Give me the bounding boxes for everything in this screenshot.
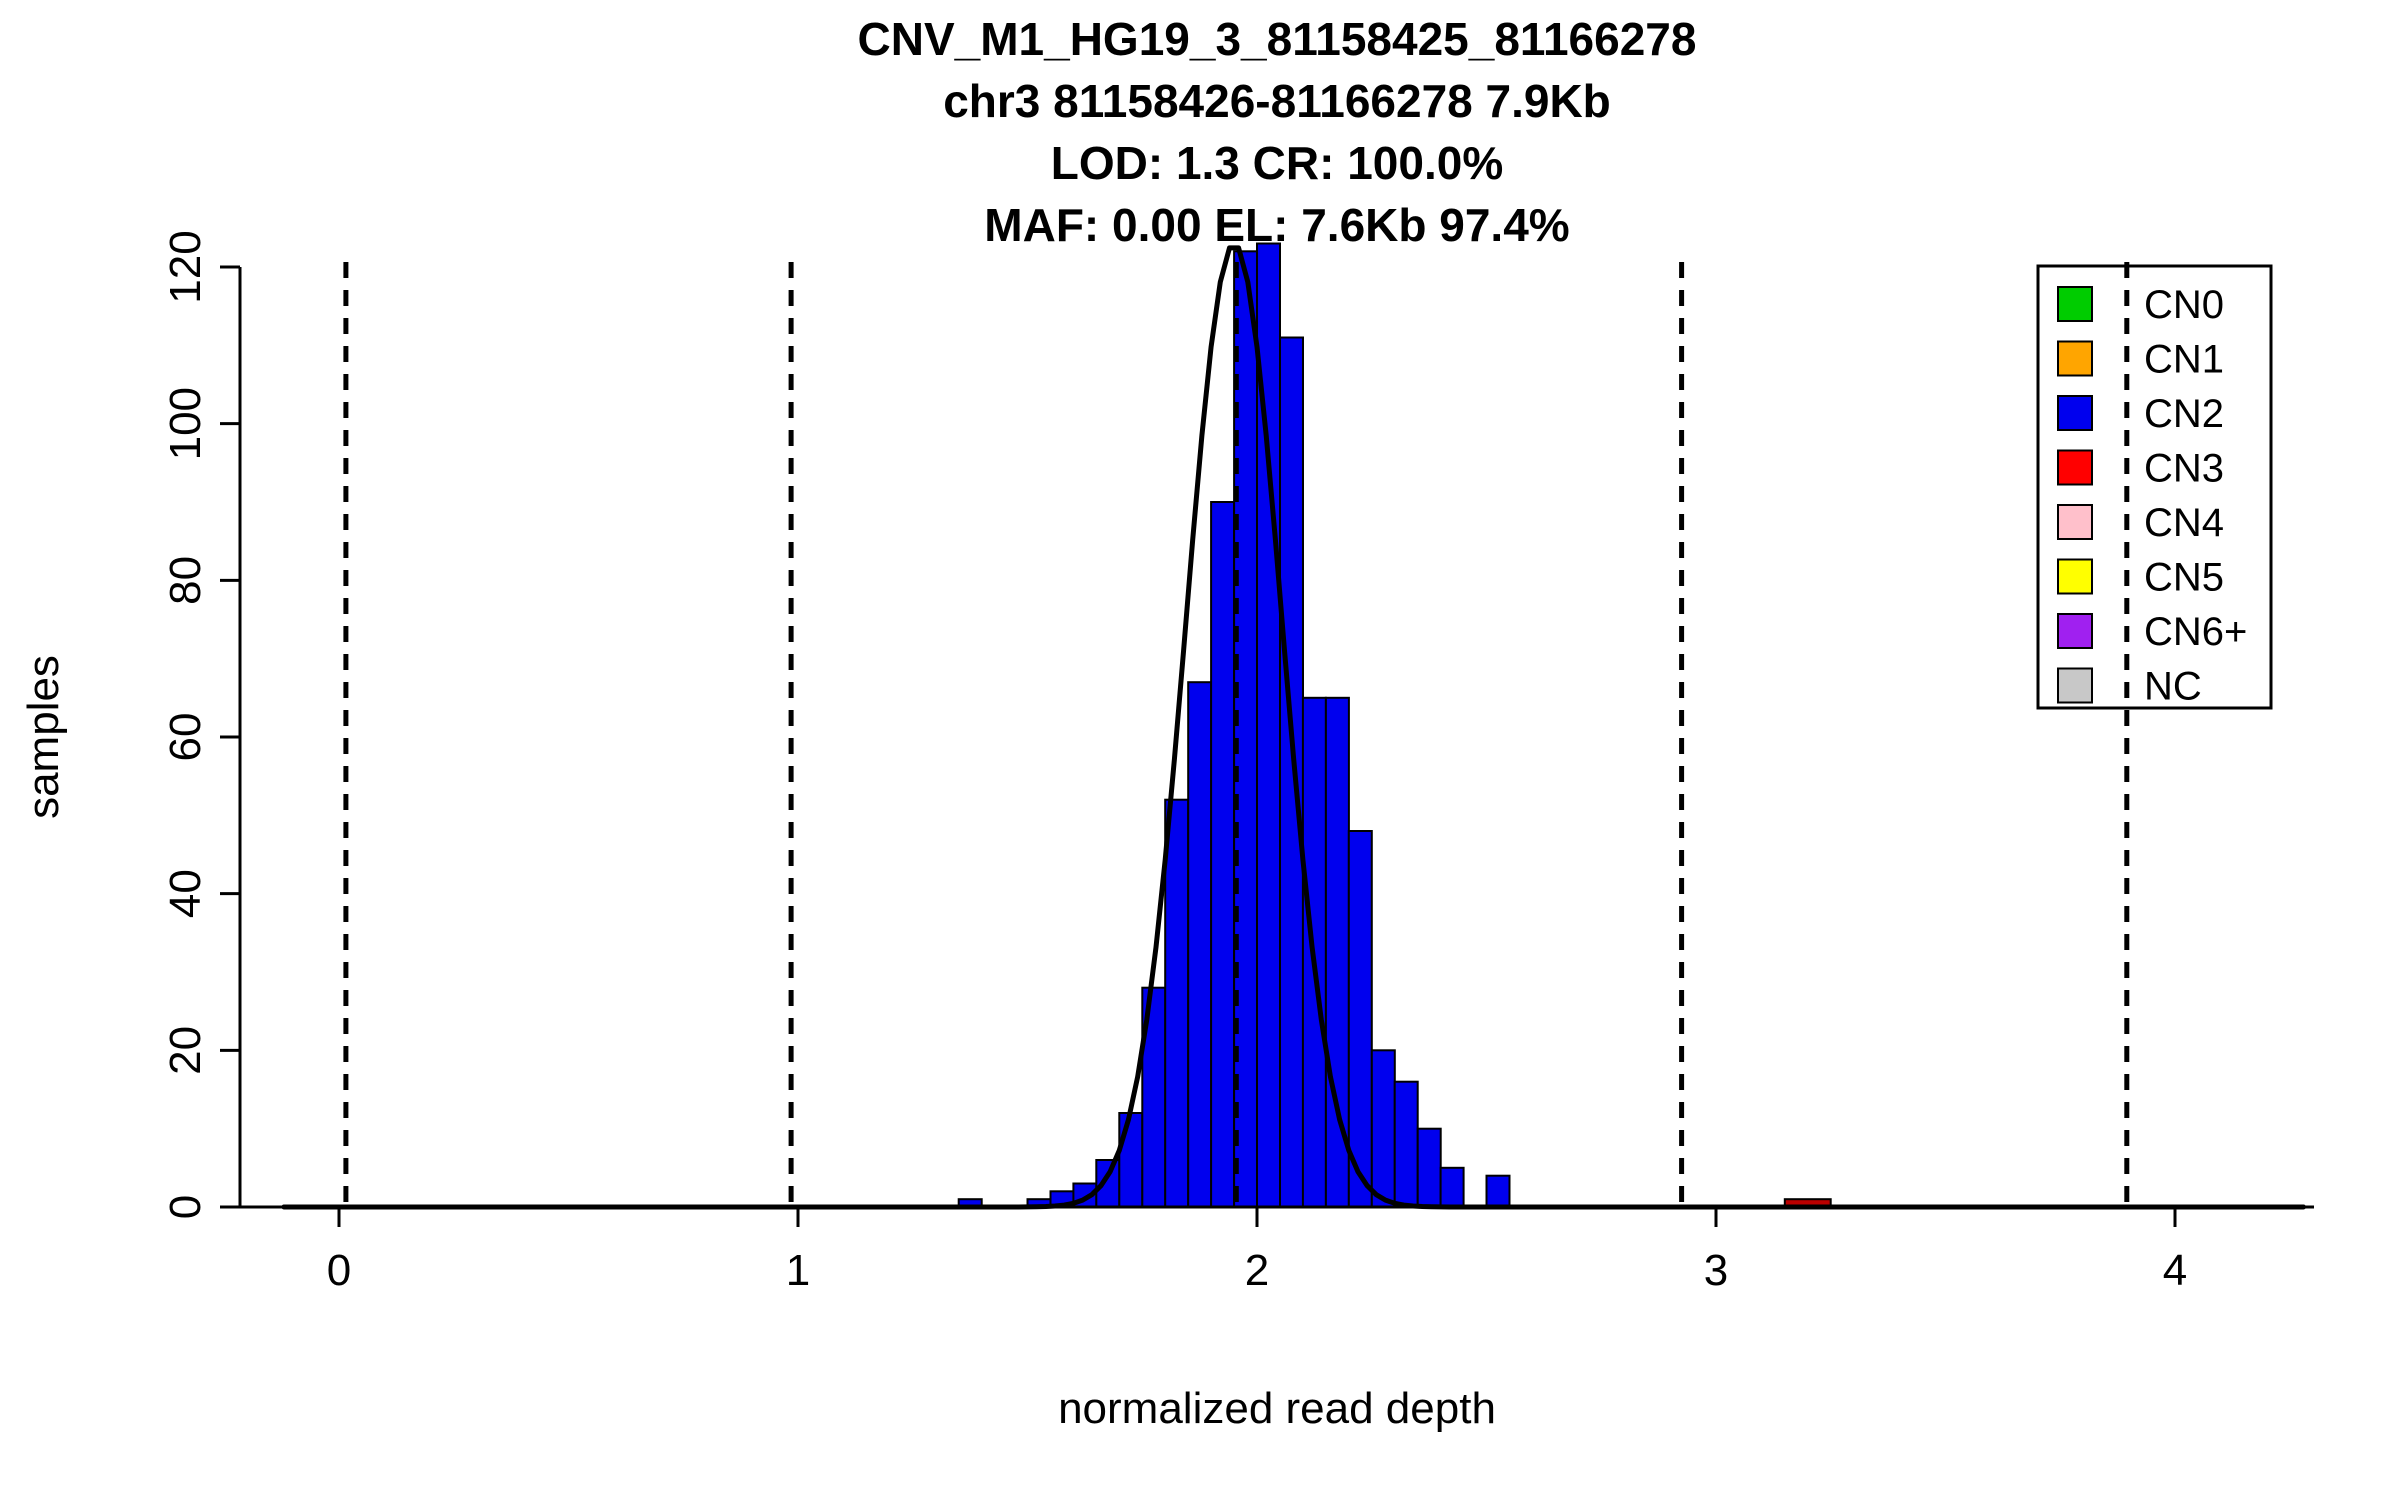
guides-layer (343, 262, 2130, 1207)
legend-swatch-NC (2057, 667, 2093, 704)
legend-label-CN6+: CN6+ (2144, 610, 2247, 654)
histogram-bar-CN2 (1485, 1174, 1511, 1208)
y-tick-label: 40 (161, 869, 210, 918)
histogram-bar-CN2 (1233, 250, 1259, 1209)
histogram-bar-CN2 (1187, 681, 1213, 1208)
y-tick-label: 100 (161, 387, 210, 460)
title-line-2: chr3 81158426-81166278 7.9Kb (943, 75, 1611, 127)
legend-swatch-CN0 (2057, 286, 2093, 322)
x-tick-label: 0 (327, 1246, 351, 1295)
y-tick-label: 80 (161, 556, 210, 605)
x-axis-label: normalized read depth (1058, 1384, 1496, 1433)
y-axis-label: samples (19, 655, 68, 819)
legend-swatch-CN1 (2057, 340, 2093, 377)
chart-title: CNV_M1_HG19_3_81158425_81166278 chr3 811… (240, 8, 2314, 256)
legend-label-CN0: CN0 (2144, 283, 2224, 327)
histogram-bar-CN2 (1347, 830, 1373, 1208)
y-tick-label: 0 (161, 1195, 210, 1219)
histogram-bar-CN2 (1439, 1166, 1465, 1209)
x-tick-label: 3 (1704, 1246, 1728, 1295)
legend-layer: CN0 CN1 CN2 CN3 CN4 CN5 CN6+ NC (2036, 264, 2273, 710)
y-tick-label: 120 (161, 230, 210, 303)
bars-layer (957, 242, 1832, 1209)
legend-swatch-CN4 (2057, 504, 2093, 540)
legend-label-CN4: CN4 (2144, 501, 2224, 545)
histogram-bar-CN2 (1416, 1127, 1442, 1208)
histogram-bar-CN2 (1164, 798, 1190, 1208)
legend-label-CN3: CN3 (2144, 447, 2224, 491)
x-tick-label: 1 (786, 1246, 810, 1295)
histogram-bar-CN2 (1393, 1080, 1419, 1208)
title-line-1: CNV_M1_HG19_3_81158425_81166278 (857, 13, 1697, 65)
y-tick-label: 20 (161, 1026, 210, 1075)
y-tick-label: 60 (161, 713, 210, 762)
legend-label-CN5: CN5 (2144, 556, 2224, 600)
x-tick-label: 2 (1245, 1246, 1269, 1295)
legend-swatch-CN2 (2057, 395, 2093, 431)
legend-box (2036, 264, 2273, 710)
legend-swatch-CN6+ (2057, 613, 2093, 649)
histogram-bar-CN2 (1370, 1049, 1396, 1209)
legend-swatch-CN3 (2057, 449, 2093, 486)
x-tick-label: 4 (2163, 1246, 2187, 1295)
legend-label-CN2: CN2 (2144, 392, 2224, 436)
title-line-3: LOD: 1.3 CR: 100.0% (1050, 137, 1504, 189)
legend-swatch-CN5 (2057, 558, 2093, 595)
histogram-bar-CN2 (1279, 336, 1304, 1208)
title-line-4: MAF: 0.00 EL: 7.6Kb 97.4% (984, 199, 1570, 251)
legend-label-CN1: CN1 (2144, 338, 2224, 382)
histogram-bar-CN2 (1118, 1112, 1144, 1208)
legend-label-NC: NC (2144, 665, 2202, 709)
histogram-bar-CN2 (1210, 501, 1236, 1208)
